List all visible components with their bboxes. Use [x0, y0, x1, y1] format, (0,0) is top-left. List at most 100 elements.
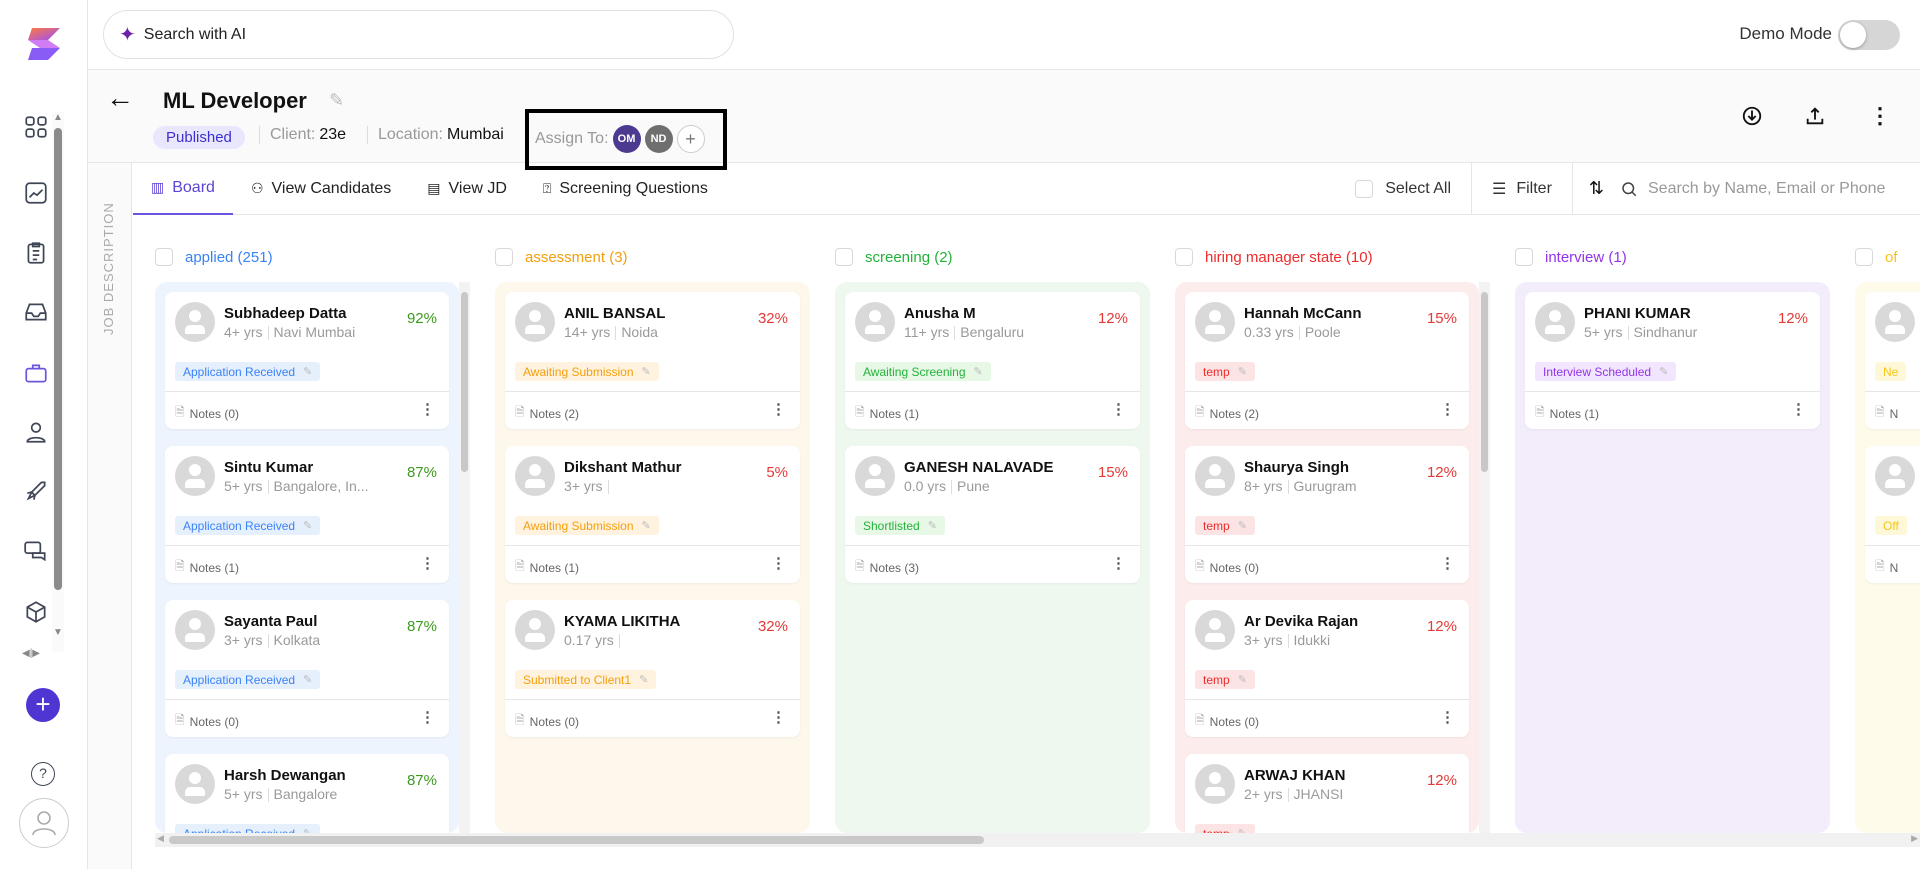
column-scrollbar[interactable] — [1479, 282, 1490, 833]
candidate-card[interactable]: Hannah McCann 0.33 yrs Poole 15% temp ✎ 🗎 Notes… — [1185, 292, 1469, 429]
notes-button[interactable]: 🗎 Notes (1) — [515, 557, 579, 578]
sidebar-scroll-thumb[interactable] — [54, 128, 62, 590]
status-tag[interactable]: temp ✎ — [1195, 516, 1255, 535]
column-select-checkbox[interactable] — [1515, 248, 1533, 266]
status-tag[interactable]: Interview Scheduled ✎ — [1535, 362, 1677, 381]
status-tag[interactable]: temp ✎ — [1195, 824, 1255, 833]
status-tag[interactable]: Awaiting Submission ✎ — [515, 362, 659, 381]
card-menu-icon[interactable]: ⋮ — [420, 709, 435, 726]
notes-button[interactable]: 🗎 Notes (0) — [175, 711, 239, 732]
edit-status-icon[interactable]: ✎ — [1659, 366, 1669, 378]
notes-button[interactable]: 🗎 Notes (2) — [515, 403, 579, 424]
column-select-checkbox[interactable] — [495, 248, 513, 266]
candidate-card[interactable]: Dikshant Mathur 3+ yrs 5% Awaiting Submissi… — [505, 446, 800, 583]
status-tag[interactable]: Application Received ✎ — [175, 670, 321, 689]
notes-button[interactable]: 🗎 Notes (1) — [175, 557, 239, 578]
candidate-card[interactable]: ARWAJ KHAN 2+ yrs JHANSI 12% temp ✎ — [1185, 754, 1469, 833]
cube-icon[interactable] — [22, 598, 50, 626]
candidate-card[interactable]: Off 🗎 N — [1865, 446, 1920, 583]
status-tag[interactable]: temp ✎ — [1195, 670, 1255, 689]
tab-board[interactable]: ▥ Board — [133, 163, 233, 215]
analytics-icon[interactable] — [22, 179, 50, 207]
edit-status-icon[interactable]: ✎ — [1237, 520, 1247, 532]
candidate-search-input[interactable]: Search by Name, Email or Phone — [1620, 180, 1920, 198]
candidate-card[interactable]: Sintu Kumar 5+ yrs Bangalore, In... 87% Appl… — [165, 446, 449, 583]
tab-view-candidates[interactable]: ⚇ View Candidates — [233, 163, 409, 215]
notes-button[interactable]: 🗎 Notes (0) — [1195, 557, 1259, 578]
help-icon[interactable]: ? — [31, 762, 55, 786]
candidate-card[interactable]: GANESH NALAVADE 0.0 yrs Pune 15% Shortlisted… — [845, 446, 1140, 583]
edit-status-icon[interactable]: ✎ — [303, 520, 313, 532]
candidate-name[interactable]: ARWAJ KHAN — [1244, 767, 1346, 784]
status-tag[interactable]: Submitted to Client1 ✎ — [515, 670, 657, 689]
dashboard-icon[interactable] — [22, 113, 50, 141]
notes-button[interactable]: 🗎 N — [1875, 403, 1898, 424]
candidate-name[interactable]: Anusha M — [904, 305, 976, 322]
column-scroll-thumb[interactable] — [1481, 292, 1488, 472]
card-menu-icon[interactable]: ⋮ — [420, 401, 435, 418]
status-tag[interactable]: Awaiting Submission ✎ — [515, 516, 659, 535]
app-logo[interactable] — [24, 26, 64, 62]
card-menu-icon[interactable]: ⋮ — [1791, 401, 1806, 418]
more-options-icon[interactable]: ⋮ — [1869, 103, 1891, 128]
status-tag[interactable]: Shortlisted ✎ — [855, 516, 945, 535]
candidate-card[interactable]: Subhadeep Datta 4+ yrs Navi Mumbai 92% Appli… — [165, 292, 449, 429]
tab-view-jd[interactable]: ▤ View JD — [409, 163, 525, 215]
card-menu-icon[interactable]: ⋮ — [420, 555, 435, 572]
scroll-left-icon[interactable]: ◀ — [157, 833, 164, 843]
candidate-name[interactable]: Hannah McCann — [1244, 305, 1362, 322]
assignee-avatar[interactable]: ND — [644, 125, 673, 153]
candidate-card[interactable]: Ne 🗎 N — [1865, 292, 1920, 429]
candidate-name[interactable]: Subhadeep Datta — [224, 305, 347, 322]
scroll-down-icon[interactable]: ▼ — [53, 627, 63, 638]
edit-status-icon[interactable]: ✎ — [1237, 366, 1247, 378]
candidate-name[interactable]: ANIL BANSAL — [564, 305, 666, 322]
checkbox[interactable] — [1355, 179, 1374, 198]
edit-status-icon[interactable]: ✎ — [303, 674, 313, 686]
card-menu-icon[interactable]: ⋮ — [771, 709, 786, 726]
download-icon[interactable] — [1739, 103, 1765, 129]
column-scrollbar[interactable] — [459, 282, 470, 833]
candidate-card[interactable]: KYAMA LIKITHA 0.17 yrs 32% Submitted to Cli… — [505, 600, 800, 737]
status-tag[interactable]: Awaiting Screening ✎ — [855, 362, 991, 381]
status-tag[interactable]: Application Received ✎ — [175, 516, 321, 535]
board-horizontal-scrollbar[interactable]: ◀ ▶ — [155, 833, 1920, 847]
candidate-card[interactable]: Ar Devika Rajan 3+ yrs Idukki 12% temp ✎ 🗎 Note… — [1185, 600, 1469, 737]
status-tag[interactable]: Application Received ✎ — [175, 824, 321, 833]
edit-status-icon[interactable]: ✎ — [1237, 674, 1247, 686]
edit-status-icon[interactable]: ✎ — [641, 366, 651, 378]
notes-button[interactable]: 🗎 Notes (2) — [1195, 403, 1259, 424]
edit-status-icon[interactable]: ✎ — [641, 520, 651, 532]
edit-status-icon[interactable]: ✎ — [303, 827, 312, 833]
upload-icon[interactable] — [1802, 103, 1828, 129]
candidate-name[interactable]: PHANI KUMAR — [1584, 305, 1691, 322]
column-select-checkbox[interactable] — [1855, 248, 1873, 266]
candidate-card[interactable]: Sayanta Paul 3+ yrs Kolkata 87% Application … — [165, 600, 449, 737]
candidate-name[interactable]: Sintu Kumar — [224, 459, 314, 476]
profile-avatar[interactable] — [19, 798, 69, 848]
scroll-right-icon[interactable]: ▶ — [1911, 833, 1918, 843]
edit-status-icon[interactable]: ✎ — [303, 366, 313, 378]
card-menu-icon[interactable]: ⋮ — [1440, 401, 1455, 418]
candidate-name[interactable]: Sayanta Paul — [224, 613, 318, 630]
status-tag[interactable]: Ne — [1875, 362, 1907, 381]
card-menu-icon[interactable]: ⋮ — [1440, 555, 1455, 572]
select-all-checkbox[interactable]: Select All — [1335, 179, 1471, 198]
notes-button[interactable]: 🗎 Notes (0) — [1195, 711, 1259, 732]
column-select-checkbox[interactable] — [835, 248, 853, 266]
back-arrow-icon[interactable]: ← — [106, 82, 134, 113]
user-icon[interactable] — [22, 418, 50, 446]
clipboard-icon[interactable] — [22, 239, 50, 267]
candidate-card[interactable]: ANIL BANSAL 14+ yrs Noida 32% Awaiting Submi… — [505, 292, 800, 429]
status-tag[interactable]: Application Received ✎ — [175, 362, 321, 381]
column-select-checkbox[interactable] — [1175, 248, 1193, 266]
add-assignee-button[interactable]: + — [676, 125, 705, 153]
card-menu-icon[interactable]: ⋮ — [1111, 401, 1126, 418]
inbox-icon[interactable] — [22, 298, 50, 326]
tab-screening-questions[interactable]: ⍰ Screening Questions — [525, 163, 726, 215]
job-description-panel-toggle[interactable]: JOB DESCRIPTION — [88, 163, 132, 869]
filter-button[interactable]: ☰ Filter — [1471, 162, 1573, 215]
resize-handle-icon[interactable]: ◀|▶ — [22, 648, 40, 659]
notes-button[interactable]: 🗎 Notes (3) — [855, 557, 919, 578]
candidate-card[interactable]: PHANI KUMAR 5+ yrs Sindhanur 12% Interview S… — [1525, 292, 1820, 429]
